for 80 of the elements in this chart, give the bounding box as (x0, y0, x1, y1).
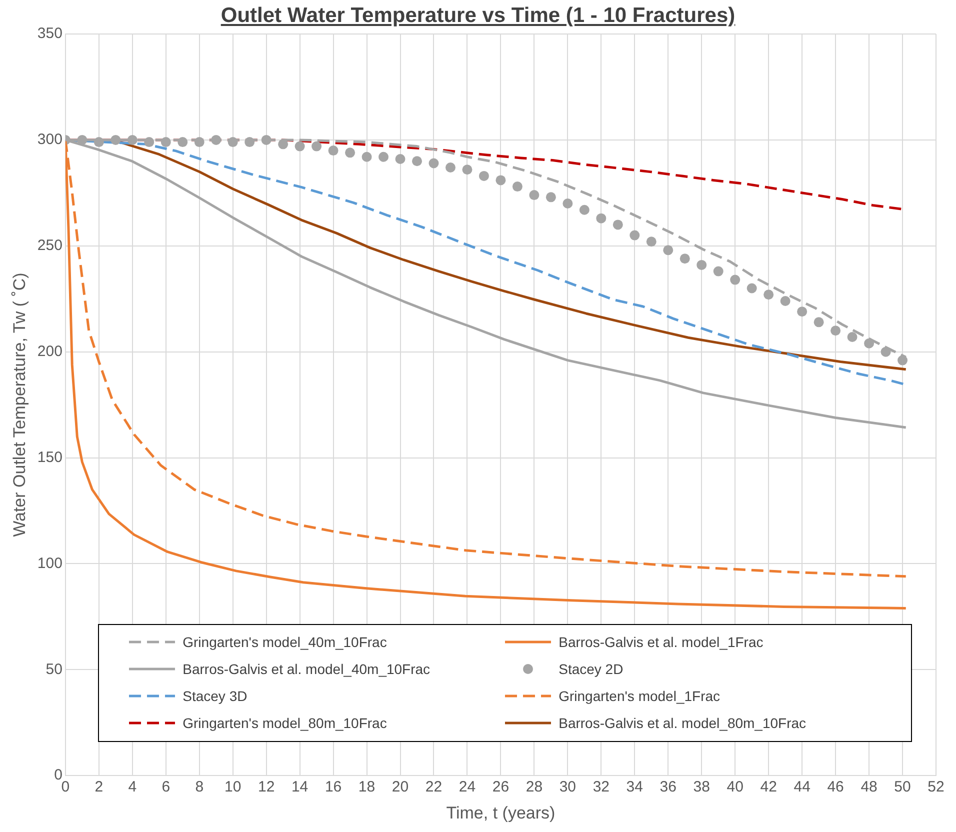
legend-label: Barros-Galvis et al. model_80m_10Frac (558, 715, 806, 732)
legend-label: Barros-Galvis et al. model_1Frac (558, 634, 764, 650)
x-tick-label: 22 (425, 778, 442, 796)
point (713, 266, 724, 276)
point (462, 164, 472, 175)
x-tick-label: 48 (860, 778, 878, 796)
y-axis-title: Water Outlet Temperature, Tw ( ˚C) (10, 272, 29, 537)
point (378, 152, 389, 162)
x-tick-label: 16 (324, 778, 342, 796)
point (797, 306, 808, 317)
point (780, 296, 790, 306)
point (746, 283, 757, 294)
x-tick-label: 50 (894, 778, 911, 796)
point (546, 192, 556, 202)
legend-label: Stacey 3D (182, 688, 248, 704)
point (345, 148, 356, 158)
point (663, 245, 674, 256)
chart-title: Outlet Water Temperature vs Time (1 - 10 Fractures) (220, 4, 736, 27)
x-tick-label: 26 (492, 778, 510, 796)
x-tick-label: 2 (94, 778, 104, 796)
point (328, 146, 338, 156)
x-tick-label: 34 (626, 778, 643, 796)
legend-label: Gringarten's model_1Frac (558, 688, 720, 704)
x-tick-label: 40 (726, 778, 744, 796)
y-tick-label: 250 (37, 237, 62, 254)
point (680, 254, 690, 264)
y-tick-label: 100 (37, 554, 62, 572)
x-tick-label: 46 (827, 778, 844, 796)
point (696, 260, 707, 270)
x-tick-label: 20 (392, 778, 409, 796)
y-tick-label: 150 (37, 448, 62, 466)
point (428, 158, 439, 168)
point (830, 326, 841, 336)
x-tick-label: 28 (526, 778, 543, 796)
y-tick-label: 350 (37, 25, 62, 42)
point (596, 213, 606, 224)
x-tick-label: 8 (195, 778, 204, 796)
point (294, 141, 305, 152)
x-tick-label: 38 (693, 778, 710, 796)
point (579, 204, 590, 215)
point (395, 154, 406, 164)
y-tick-label: 200 (37, 342, 62, 360)
point (94, 137, 104, 148)
point (478, 170, 489, 181)
y-tick-label: 0 (54, 766, 62, 784)
point (646, 236, 656, 247)
x-tick-label: 42 (760, 778, 777, 796)
point (630, 230, 640, 240)
x-axis-title: Time, t (years) (446, 803, 556, 822)
point (445, 162, 456, 172)
point (412, 156, 422, 166)
point (562, 198, 573, 209)
point (764, 290, 774, 300)
point (362, 152, 372, 162)
x-tick-label: 52 (928, 778, 944, 796)
y-tick-label: 300 (37, 131, 62, 148)
point (814, 317, 824, 328)
x-tick-label: 44 (794, 778, 810, 796)
point (847, 332, 858, 342)
x-tick-label: 6 (162, 778, 170, 796)
point (496, 175, 506, 186)
x-tick-label: 10 (224, 778, 242, 796)
point (730, 274, 740, 285)
legend-label: Gringarten's model_40m_10Frac (182, 634, 387, 650)
x-tick-label: 4 (128, 778, 137, 796)
y-tick-label: 50 (46, 660, 62, 678)
x-tick-label: 14 (291, 778, 308, 796)
legend-label: Gringarten's model_80m_10Frac (182, 715, 387, 732)
x-tick-label: 32 (592, 778, 610, 796)
point (612, 220, 623, 230)
x-tick-label: 18 (358, 778, 376, 796)
x-tick-label: 24 (458, 778, 476, 796)
x-tick-label: 30 (559, 778, 576, 796)
point (312, 141, 322, 152)
x-tick-label: 12 (258, 778, 275, 796)
legend-label: Barros-Galvis et al. model_40m_10Frac (182, 661, 430, 678)
x-tick-label: 36 (660, 778, 676, 796)
point (512, 182, 522, 192)
point (529, 190, 540, 200)
legend-label: Stacey 2D (558, 661, 624, 678)
